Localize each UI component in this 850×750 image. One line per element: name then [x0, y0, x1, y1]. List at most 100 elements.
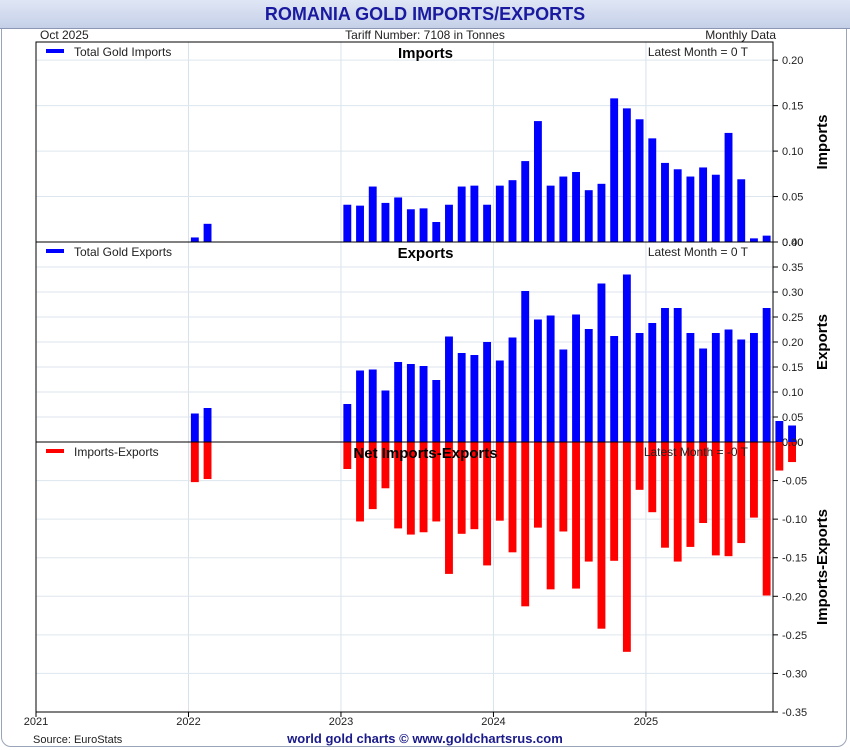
- bar: [686, 333, 695, 442]
- bar: [686, 176, 695, 242]
- bar: [559, 176, 568, 242]
- bar: [610, 442, 619, 561]
- bar: [661, 442, 669, 548]
- bar: [673, 169, 682, 242]
- bar: [457, 353, 466, 442]
- bar: [203, 442, 212, 480]
- y-tick-label: 0.00: [782, 237, 803, 249]
- bar: [495, 360, 504, 442]
- bar: [737, 179, 746, 242]
- bar: [521, 161, 530, 242]
- bar: [521, 291, 530, 442]
- bar: [597, 283, 606, 442]
- bar: [406, 209, 415, 242]
- bar: [470, 442, 479, 530]
- bar: [750, 238, 758, 242]
- bar: [495, 185, 504, 242]
- bar: [775, 421, 784, 442]
- credit-label: world gold charts © www.goldchartsrus.co…: [287, 731, 563, 746]
- bar: [381, 442, 390, 489]
- bar: [661, 162, 669, 242]
- bar: [584, 442, 593, 562]
- latest-month-label: Latest Month = 0 T: [648, 45, 749, 59]
- bar: [470, 185, 479, 242]
- y-tick-label: -0.35: [782, 707, 807, 719]
- bar: [775, 442, 784, 471]
- bar: [368, 442, 377, 510]
- bar: [203, 408, 212, 442]
- bar: [597, 183, 606, 242]
- bar: [457, 186, 466, 242]
- bar: [356, 370, 364, 442]
- bar: [470, 355, 479, 442]
- bar: [546, 442, 555, 590]
- chart-title: ROMANIA GOLD IMPORTS/EXPORTS: [0, 0, 850, 29]
- panel-imports: [35, 41, 778, 243]
- bar: [419, 208, 428, 242]
- bar: [635, 119, 644, 242]
- bar: [788, 425, 796, 442]
- y-tick-label: -0.15: [782, 553, 807, 565]
- bar: [699, 348, 708, 442]
- bar: [622, 274, 631, 442]
- legend-swatch: [46, 49, 64, 53]
- legend-label: Total Gold Exports: [74, 245, 172, 259]
- bar: [584, 190, 593, 242]
- bar: [406, 364, 415, 442]
- y-axis-label: Imports: [814, 114, 831, 169]
- bar: [483, 342, 492, 442]
- bar: [394, 197, 403, 242]
- tariff-label: Tariff Number: 7108 in Tonnes: [345, 28, 505, 42]
- bar: [356, 442, 364, 522]
- bar: [546, 315, 555, 442]
- panel-title: Exports: [398, 245, 454, 262]
- latest-month-label: Latest Month = 0 T: [648, 245, 749, 259]
- source-label: Source: EuroStats: [33, 734, 123, 746]
- bar: [546, 185, 555, 242]
- y-axis-label: Exports: [814, 314, 831, 370]
- legend-swatch: [46, 249, 64, 253]
- y-tick-label: -0.05: [782, 476, 807, 488]
- bar: [711, 333, 720, 442]
- bar: [661, 308, 669, 442]
- y-tick-label: -0.30: [782, 668, 807, 680]
- bar: [533, 319, 542, 442]
- bar: [559, 349, 568, 442]
- bar: [406, 442, 415, 535]
- y-tick-label: 0.20: [782, 55, 803, 67]
- bar: [737, 442, 746, 544]
- bar: [572, 172, 580, 242]
- y-tick-label: 0.00: [782, 437, 803, 449]
- bar: [356, 205, 364, 242]
- bar: [762, 442, 771, 596]
- bar: [521, 442, 530, 607]
- panel-border: [35, 441, 774, 713]
- bar: [190, 442, 199, 483]
- bar: [648, 442, 657, 513]
- y-tick-label: -0.25: [782, 630, 807, 642]
- bar: [508, 442, 517, 553]
- bar: [343, 404, 352, 442]
- y-tick-label: 0.40: [782, 237, 803, 249]
- legend-label: Total Gold Imports: [74, 45, 171, 59]
- bar: [673, 308, 682, 442]
- bar: [432, 380, 441, 442]
- bar: [597, 442, 606, 629]
- bar: [572, 314, 580, 442]
- bar: [750, 333, 758, 442]
- y-tick-label: 0.10: [782, 387, 803, 399]
- bar: [368, 186, 377, 242]
- bar: [483, 442, 492, 566]
- y-tick-label: 0.10: [782, 146, 803, 158]
- bar: [432, 222, 441, 242]
- bar: [737, 339, 746, 442]
- panel-title: Imports: [398, 45, 453, 62]
- bar: [673, 442, 682, 562]
- bar: [711, 174, 720, 242]
- x-tick-label: 2024: [481, 716, 505, 728]
- bar: [622, 442, 631, 652]
- bar: [381, 202, 390, 242]
- bar: [635, 442, 644, 490]
- bar: [432, 442, 441, 522]
